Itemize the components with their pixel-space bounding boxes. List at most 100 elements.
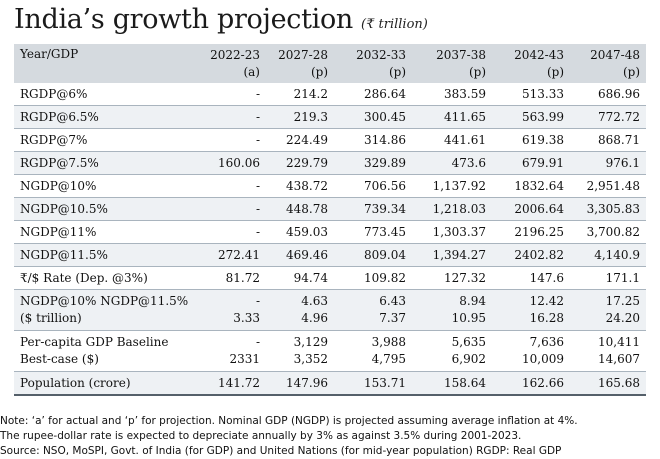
header-tag: (a) [243,65,260,79]
table-cell: 1,218.03 [412,197,492,221]
projection-table: Year/GDP 2022-23 (a) 2027-28 (p) 2032-33 (p… [14,44,646,396]
table-row: NGDP@11.5% 272.41 469.46 809.04 1,394.27… [14,243,646,267]
table-cell: 2402.82 [492,243,570,267]
header-year: 2042-43 [514,48,564,62]
row-label-line2: ($ trillion) [20,311,82,325]
header-year: 2022-23 [210,48,260,62]
table-cell: 94.74 [266,266,334,290]
header-year: 2032-33 [356,48,406,62]
row-label: NGDP@10% NGDP@11.5% ($ trillion) [14,289,189,331]
row-label: Per-capita GDP Baseline Best-case ($) [14,330,184,372]
row-label: NGDP@10% [14,174,184,198]
table-cell: 679.91 [492,151,570,175]
table-row: NGDP@10.5% - 448.78 739.34 1,218.03 2006… [14,197,646,221]
table-cell: - 3.33 [184,289,266,331]
header-year-col: 2032-33 (p) [334,44,412,83]
table-cell: 147.96 [266,371,334,396]
table-cell: 314.86 [334,128,412,152]
cell-line1: 3,129 [293,335,328,349]
cell-line1: - [255,294,260,308]
cell-line2: 10.95 [451,311,486,325]
cell-line1: 12.42 [529,294,564,308]
header-tag: (p) [310,65,328,79]
table-cell: 1,394.27 [412,243,492,267]
table-cell: 868.71 [570,128,646,152]
table-cell: 8.94 10.95 [412,289,492,331]
table-cell: 1832.64 [492,174,570,198]
table-row: RGDP@7% - 224.49 314.86 441.61 619.38 86… [14,128,646,152]
header-year: 2037-38 [436,48,486,62]
cell-line2: 7.37 [379,311,406,325]
table-cell: 469.46 [266,243,334,267]
header-year: 2027-28 [278,48,328,62]
source-line: Source: NSO, MoSPI, Govt. of India (for … [0,445,562,457]
table-cell: - 2331 [184,330,266,372]
header-year: 2047-48 [590,48,640,62]
cell-line2: 14,607 [598,352,640,366]
cell-line1: 7,636 [529,335,564,349]
table-cell: 3,988 4,795 [334,330,412,372]
row-label: RGDP@6% [14,83,184,106]
table-row: NGDP@11% - 459.03 773.45 1,303.37 2196.2… [14,220,646,244]
table-row: RGDP@6.5% - 219.3 300.45 411.65 563.99 7… [14,105,646,129]
table-cell: 329.89 [334,151,412,175]
table-cell: 3,129 3,352 [266,330,334,372]
table-cell: 3,305.83 [570,197,646,221]
row-label-line1: NGDP@10% NGDP@11.5% [20,294,189,308]
table-cell: 513.33 [492,83,570,106]
header-tag: (p) [388,65,406,79]
cell-line1: 10,411 [598,335,640,349]
table-cell: 160.06 [184,151,266,175]
table-cell: - [184,197,266,221]
row-label: RGDP@6.5% [14,105,184,129]
table-cell: 1,137.92 [412,174,492,198]
row-label: NGDP@11% [14,220,184,244]
header-tag: (p) [468,65,486,79]
page-title: India’s growth projection [14,4,354,35]
table-cell: 17.25 24.20 [570,289,646,331]
table-cell: 2,951.48 [570,174,646,198]
cell-line2: 16.28 [529,311,564,325]
table-cell: - [184,128,266,152]
table-cell: 4.63 4.96 [266,289,334,331]
table-cell: 141.72 [184,371,266,396]
table-cell: 2196.25 [492,220,570,244]
table-cell: 3,700.82 [570,220,646,244]
table-cell: 7,636 10,009 [492,330,570,372]
cell-line2: 24.20 [605,311,640,325]
cell-line2: 3.33 [233,311,260,325]
note-line: Note: ‘a’ for actual and ‘p’ for project… [0,415,578,427]
table-cell: 739.34 [334,197,412,221]
table-cell: 773.45 [334,220,412,244]
table-cell: - [184,220,266,244]
cell-line2: 3,352 [293,352,328,366]
table-cell: 171.1 [570,266,646,290]
table-cell: 286.64 [334,83,412,106]
table-cell: 158.64 [412,371,492,396]
table-cell: 165.68 [570,371,646,396]
table-cell: 219.3 [266,105,334,129]
table-row-per-capita: Per-capita GDP Baseline Best-case ($) - 23… [14,330,646,372]
table-cell: 109.82 [334,266,412,290]
table-cell: 300.45 [334,105,412,129]
table-cell: 706.56 [334,174,412,198]
table-cell: 473.6 [412,151,492,175]
table-row: ₹/$ Rate (Dep. @3%) 81.72 94.74 109.82 1… [14,266,646,290]
note-line: The rupee-dollar rate is expected to dep… [0,430,522,442]
table-cell: - [184,174,266,198]
header-year-col: 2047-48 (p) [570,44,646,83]
row-label-line1: Per-capita GDP Baseline [20,335,169,349]
cell-line1: 17.25 [605,294,640,308]
table-cell: 809.04 [334,243,412,267]
table-cell: - [184,105,266,129]
table-cell: 6.43 7.37 [334,289,412,331]
table-cell: 229.79 [266,151,334,175]
table-cell: 224.49 [266,128,334,152]
header-year-col: 2022-23 (a) [184,44,266,83]
cell-line2: 2331 [229,352,260,366]
header-year-gdp: Year/GDP [20,47,79,61]
table-cell: 441.61 [412,128,492,152]
title-row: India’s growth projection (₹ trillion) [14,4,428,42]
header-tag: (p) [622,65,640,79]
cell-line1: - [255,335,260,349]
